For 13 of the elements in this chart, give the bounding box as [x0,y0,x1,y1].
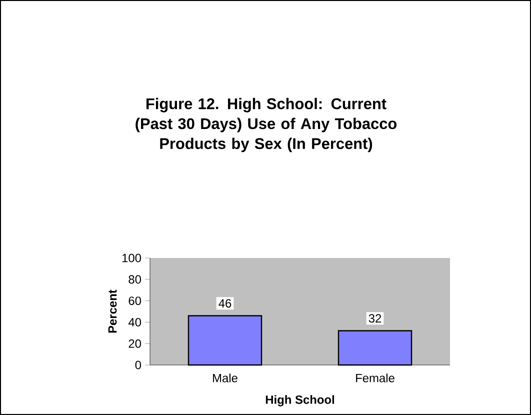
y-tick-label: 80 [128,275,142,284]
data-label: 32 [368,314,382,323]
y-tick-label: 20 [128,339,142,348]
chart-title: Figure 12. High School: Current (Past 30 Days) Use of Any Tobacco Products by Sex (In Percent) [136,98,397,152]
x-tick-label: Female [356,374,394,382]
data-label: 46 [218,299,232,308]
x-tick-label: Male [213,374,238,382]
y-tick-label: 40 [128,318,142,326]
x-axis-title: High School [266,395,334,406]
y-tick-label: 60 [128,296,142,306]
y-tick-label: 0 [135,360,142,370]
y-axis-title: Percent [108,290,117,333]
y-tick-label: 100 [122,254,142,262]
